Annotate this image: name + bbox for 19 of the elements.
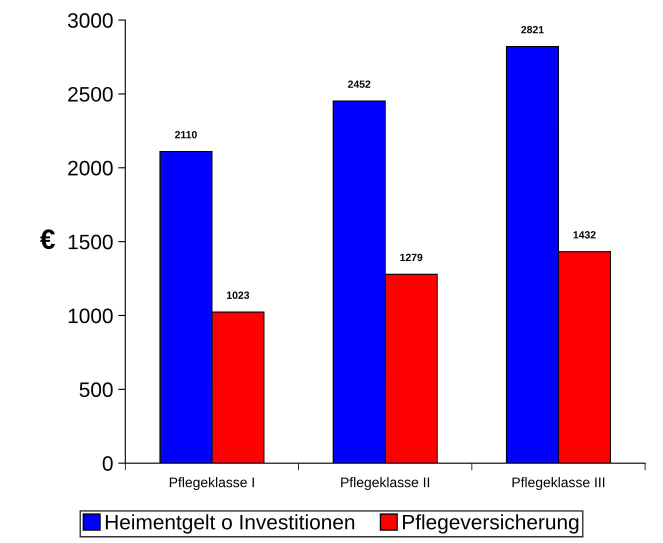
legend-label: Pflegeversicherung <box>403 514 578 534</box>
y-tick-label: 2000 <box>68 160 113 176</box>
data-label: 1023 <box>227 292 250 299</box>
y-tick-label: 500 <box>80 382 113 398</box>
data-label: 2110 <box>175 130 197 138</box>
data-label: 1279 <box>400 254 422 262</box>
legend-label: Heimentgelt o Investitionen <box>106 514 354 534</box>
y-tick-label: 0 <box>102 456 113 471</box>
y-tick-label: 2500 <box>68 86 113 102</box>
data-label: 1432 <box>574 231 596 239</box>
y-tick-label: 1500 <box>68 234 113 250</box>
data-label: 2452 <box>348 80 370 88</box>
y-axis-title: € <box>40 229 55 250</box>
x-tick-label: Pflegeklasse III <box>512 477 604 490</box>
y-tick-label: 3000 <box>68 13 113 28</box>
data-label: 2821 <box>521 26 544 34</box>
x-tick-label: Pflegeklasse II <box>341 477 430 490</box>
y-tick-label: 1000 <box>68 308 113 324</box>
x-tick-label: Pflegeklasse I <box>170 477 254 490</box>
